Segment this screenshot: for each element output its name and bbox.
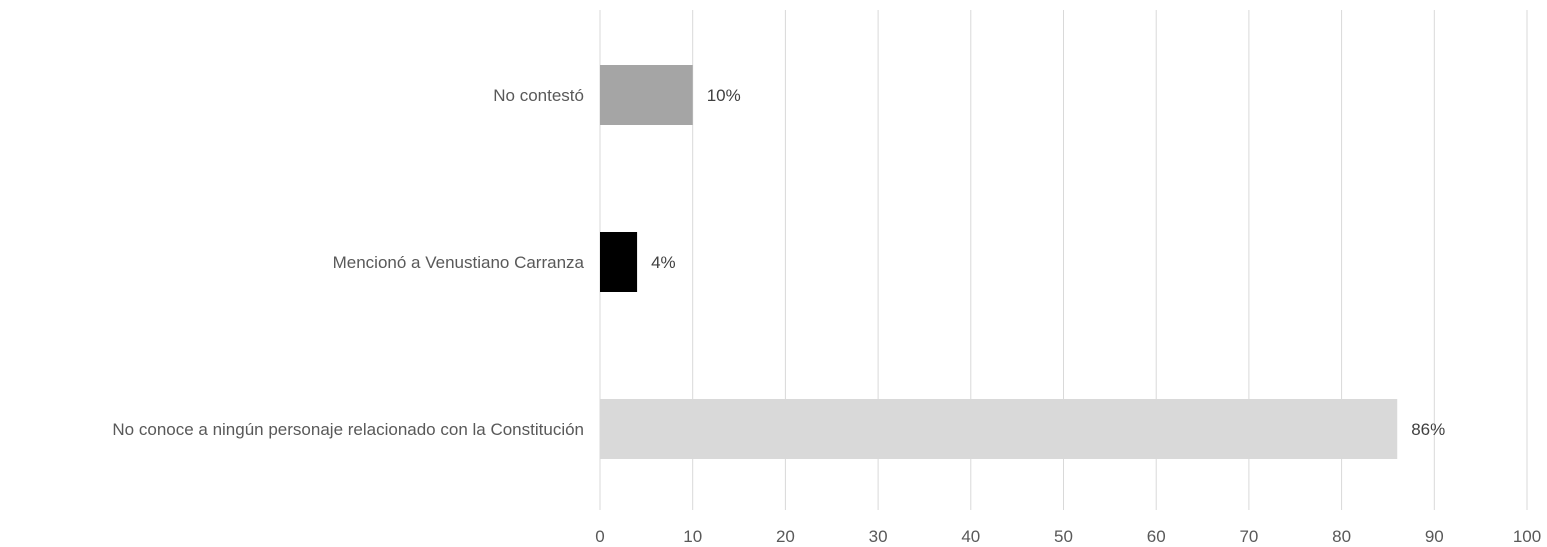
x-tick-label-0: 0: [595, 527, 604, 546]
x-tick-label-60: 60: [1147, 527, 1166, 546]
data-label-0: 10%: [707, 86, 741, 105]
bar-2: [600, 399, 1398, 459]
category-label-1: Mencionó a Venustiano Carranza: [333, 253, 585, 272]
x-tick-label-90: 90: [1425, 527, 1444, 546]
bars: [600, 65, 1398, 459]
x-axis-ticks: 0 10 20 30 40 50 60 70 80 90 100: [595, 527, 1541, 546]
category-label-0: No contestó: [493, 86, 584, 105]
data-labels: 10% 4% 86%: [651, 86, 1445, 439]
x-tick-label-80: 80: [1332, 527, 1351, 546]
x-tick-label-10: 10: [683, 527, 702, 546]
category-label-2: No conoce a ningún personaje relacionado…: [112, 420, 584, 439]
x-tick-label-100: 100: [1513, 527, 1541, 546]
bar-0: [600, 65, 693, 125]
x-tick-label-40: 40: [961, 527, 980, 546]
x-tick-label-20: 20: [776, 527, 795, 546]
x-tick-label-50: 50: [1054, 527, 1073, 546]
bar-1: [600, 232, 638, 292]
x-tick-label-30: 30: [869, 527, 888, 546]
x-tick-label-70: 70: [1239, 527, 1258, 546]
data-label-2: 86%: [1411, 420, 1445, 439]
data-label-1: 4%: [651, 253, 676, 272]
category-labels: No contestó Mencionó a Venustiano Carranz…: [112, 86, 584, 439]
